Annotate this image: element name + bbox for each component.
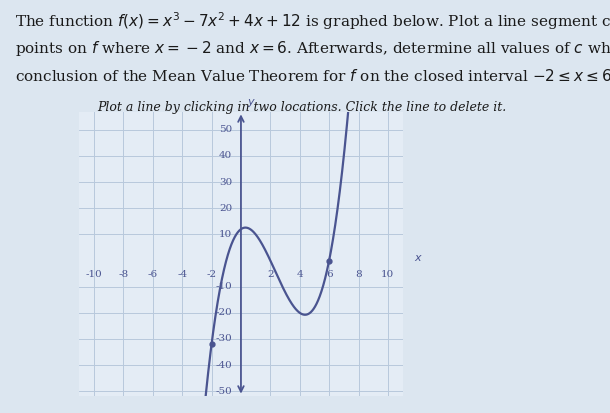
Text: The function $f(x) = x^3 - 7x^2 + 4x + 12$ is graphed below. Plot a line segment: The function $f(x) = x^3 - 7x^2 + 4x + 1… — [15, 10, 610, 32]
Text: 6: 6 — [326, 270, 332, 279]
Text: 20: 20 — [219, 204, 232, 213]
Text: 10: 10 — [381, 270, 395, 279]
Text: Plot a line by clicking in two locations. Click the line to delete it.: Plot a line by clicking in two locations… — [98, 101, 507, 114]
Text: 50: 50 — [219, 125, 232, 134]
Text: -6: -6 — [148, 270, 158, 279]
Text: -10: -10 — [85, 270, 102, 279]
Text: $y$: $y$ — [247, 97, 256, 109]
Text: -40: -40 — [215, 361, 232, 370]
Text: 30: 30 — [219, 178, 232, 187]
Text: 8: 8 — [355, 270, 362, 279]
Text: -8: -8 — [118, 270, 129, 279]
Text: 2: 2 — [267, 270, 274, 279]
Text: 4: 4 — [296, 270, 303, 279]
Text: points on $f$ where $x = -2$ and $x = 6$. Afterwards, determine all values of $c: points on $f$ where $x = -2$ and $x = 6$… — [15, 39, 610, 58]
Text: -10: -10 — [215, 282, 232, 291]
Text: conclusion of the Mean Value Theorem for $f$ on the closed interval $-2 \leq x \: conclusion of the Mean Value Theorem for… — [15, 68, 610, 84]
Text: -20: -20 — [215, 309, 232, 317]
Text: -30: -30 — [215, 335, 232, 344]
Text: -50: -50 — [215, 387, 232, 396]
Text: -4: -4 — [177, 270, 187, 279]
Text: 40: 40 — [219, 152, 232, 161]
Text: 10: 10 — [219, 230, 232, 239]
Text: -2: -2 — [207, 270, 217, 279]
Text: $x$: $x$ — [414, 254, 423, 263]
